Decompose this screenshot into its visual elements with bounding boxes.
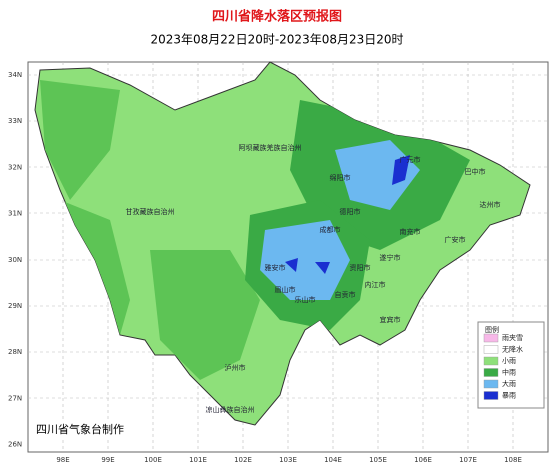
- footer-box: [30, 420, 140, 440]
- legend-swatch: [483, 345, 499, 354]
- legend-label: 无降水: [502, 345, 523, 354]
- region-label: 广元市: [400, 155, 421, 164]
- legend-label: 中雨: [502, 368, 516, 377]
- legend-swatch: [483, 368, 499, 377]
- lon-label: 103E: [279, 456, 297, 464]
- region-label: 德阳市: [340, 207, 361, 216]
- lat-label: 29N: [8, 302, 22, 310]
- legend-label: 大雨: [502, 379, 516, 388]
- region-label: 内江市: [365, 280, 386, 289]
- region-label: 自贡市: [335, 290, 356, 299]
- legend-label: 小雨: [502, 356, 516, 365]
- legend-label: 暴雨: [502, 392, 516, 400]
- region-label: 泸州市: [225, 363, 246, 372]
- region-label: 雅安市: [265, 263, 286, 272]
- subtitle: 2023年08月22日20时-2023年08月23日20时: [150, 33, 403, 47]
- lat-label: 32N: [8, 163, 22, 171]
- lon-label: 106E: [414, 456, 432, 464]
- region-label: 宜宾市: [380, 315, 401, 324]
- legend-swatch: [483, 333, 499, 343]
- legend-swatch: [483, 379, 499, 389]
- region-label: 绵阳市: [330, 173, 351, 182]
- lat-label: 34N: [8, 71, 22, 79]
- legend-title: 图例: [485, 325, 499, 334]
- region-label: 广安市: [445, 235, 466, 244]
- region-label: 达州市: [480, 200, 501, 209]
- lat-label: 30N: [8, 256, 22, 264]
- lat-label: 26N: [8, 441, 22, 449]
- title: 四川省降水落区预报图: [212, 9, 342, 25]
- legend-swatch: [483, 391, 499, 400]
- region-label: 眉山市: [275, 285, 296, 294]
- region-label: 巴中市: [465, 167, 486, 176]
- lat-label: 27N: [8, 394, 22, 402]
- lon-label: 100E: [144, 456, 162, 464]
- region-label: 甘孜藏族自治州: [126, 207, 175, 216]
- lon-label: 107E: [459, 456, 477, 464]
- lon-label: 105E: [369, 456, 387, 464]
- region-label: 南充市: [400, 227, 421, 236]
- lon-label: 104E: [324, 456, 342, 464]
- region-label: 阿坝藏族羌族自治州: [239, 143, 302, 152]
- region-label: 凉山彝族自治州: [206, 405, 255, 414]
- legend-label: 雨夹雪: [502, 333, 523, 342]
- footer: 四川省气象台制作: [36, 422, 124, 436]
- region-label: 乐山市: [295, 295, 316, 304]
- lon-label: 99E: [101, 456, 114, 464]
- lon-label: 108E: [504, 456, 522, 464]
- lat-label: 33N: [8, 117, 22, 125]
- region-label: 成都市: [320, 225, 341, 234]
- lat-label: 31N: [8, 210, 22, 218]
- region-label: 资阳市: [350, 263, 371, 272]
- lat-label: 28N: [8, 348, 22, 356]
- region-label: 遂宁市: [380, 253, 401, 262]
- lon-label: 101E: [189, 456, 207, 464]
- legend-swatch: [483, 356, 499, 366]
- lon-label: 102E: [234, 456, 252, 464]
- lon-label: 98E: [56, 456, 69, 464]
